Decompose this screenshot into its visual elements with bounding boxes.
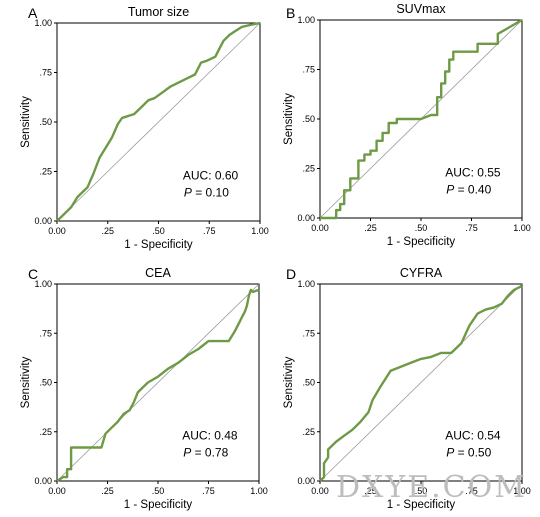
x-axis-label: 1 - Specificity bbox=[387, 499, 456, 511]
x-axis-label: 1 - Specificity bbox=[387, 236, 456, 248]
panel-letter: C bbox=[28, 266, 38, 282]
x-tick-label: .50 bbox=[152, 486, 165, 496]
p-value: = 0.78 bbox=[191, 446, 228, 460]
x-tick-label: .25 bbox=[101, 486, 114, 496]
roc-panel-b: B SUVmax 0.00 .25 .50 .75 1.00 0.00 .25 .50 .75 1.0… bbox=[283, 2, 531, 248]
y-tick-label: .75 bbox=[39, 328, 52, 338]
y-tick-label: .25 bbox=[39, 167, 52, 177]
roc-panel-c: C CEA 0.00 .25 .50 .75 1.00 0.00 .25 .50 .75 1.00 1 … bbox=[20, 266, 268, 511]
y-tick-label: .75 bbox=[39, 68, 52, 78]
x-tick-label: 0.00 bbox=[311, 223, 329, 233]
y-axis-label: Sensitivity bbox=[283, 93, 295, 145]
x-tick-label: .75 bbox=[203, 226, 216, 236]
roc-curve bbox=[320, 18, 523, 220]
x-tick-label: .75 bbox=[465, 486, 478, 496]
x-axis-label: 1 - Specificity bbox=[124, 239, 193, 251]
roc-panel-d: D CYFRA 0.00 .25 .50 .75 1.00 0.00 .25 .50 .75 1.00… bbox=[283, 266, 531, 511]
p-value: = 0.10 bbox=[192, 185, 229, 199]
reference-diagonal bbox=[56, 283, 260, 482]
roc-curve bbox=[319, 284, 523, 482]
x-tick-label: 0.00 bbox=[48, 226, 66, 236]
watermark-text: DXYE.COM bbox=[336, 470, 527, 505]
x-tick-label: 0.00 bbox=[311, 486, 329, 496]
y-tick-label: 1.00 bbox=[34, 279, 52, 289]
x-tick-label: .50 bbox=[152, 226, 165, 236]
y-axis-label: Sensitivity bbox=[20, 356, 32, 408]
p-value: = 0.40 bbox=[454, 182, 491, 196]
panel-letter: A bbox=[28, 5, 38, 21]
y-tick-label: 0.00 bbox=[297, 476, 315, 486]
x-tick-label: .25 bbox=[364, 486, 377, 496]
x-tick-label: 1.00 bbox=[513, 223, 531, 233]
chart-title: Tumor size bbox=[128, 5, 189, 19]
p-symbol: P bbox=[446, 446, 454, 460]
x-tick-label: 0.00 bbox=[48, 486, 66, 496]
p-symbol: P bbox=[446, 182, 454, 196]
y-tick-label: 1.00 bbox=[297, 279, 315, 289]
y-tick-label: .25 bbox=[39, 427, 52, 437]
y-tick-label: 1.00 bbox=[297, 15, 315, 25]
auc-label: AUC: 0.55 bbox=[445, 165, 501, 179]
roc-curve bbox=[56, 21, 261, 222]
y-tick-label: 0.00 bbox=[34, 216, 52, 226]
y-tick-label: .25 bbox=[302, 427, 315, 437]
p-value-label: P = 0.50 bbox=[446, 446, 491, 460]
auc-label: AUC: 0.48 bbox=[182, 429, 238, 443]
p-symbol: P bbox=[183, 446, 191, 460]
roc-panel-a: A Tumor size 0.00 .25 .50 .75 1.00 0.00 .25 .50 .7… bbox=[20, 5, 269, 251]
x-tick-label: 1.00 bbox=[250, 486, 268, 496]
panel-letter: B bbox=[286, 5, 295, 21]
x-tick-label: 1.00 bbox=[251, 226, 269, 236]
y-tick-label: .75 bbox=[302, 65, 315, 75]
x-tick-label: .25 bbox=[101, 226, 114, 236]
chart-title: CYFRA bbox=[400, 266, 443, 280]
y-tick-label: .50 bbox=[302, 378, 315, 388]
y-tick-label: 0.00 bbox=[34, 476, 52, 486]
y-tick-label: .25 bbox=[302, 164, 315, 174]
roc-curve bbox=[56, 288, 260, 483]
p-value: = 0.50 bbox=[454, 446, 491, 460]
p-value-label: P = 0.78 bbox=[183, 446, 228, 460]
y-tick-label: 1.00 bbox=[34, 18, 52, 28]
x-tick-label: .75 bbox=[465, 223, 478, 233]
reference-diagonal bbox=[56, 22, 261, 222]
y-tick-label: .50 bbox=[39, 378, 52, 388]
y-axis-label: Sensitivity bbox=[20, 96, 32, 148]
y-tick-label: .50 bbox=[302, 114, 315, 124]
p-symbol: P bbox=[184, 185, 192, 199]
x-tick-label: 1.00 bbox=[513, 486, 531, 496]
y-tick-label: .50 bbox=[39, 117, 52, 127]
p-value-label: P = 0.40 bbox=[446, 182, 491, 196]
x-tick-label: .50 bbox=[415, 223, 428, 233]
y-tick-label: 0.00 bbox=[297, 213, 315, 223]
chart-title: SUVmax bbox=[396, 2, 446, 16]
x-axis-label: 1 - Specificity bbox=[124, 499, 193, 511]
x-tick-label: .50 bbox=[415, 486, 428, 496]
x-tick-label: .75 bbox=[202, 486, 215, 496]
y-axis-label: Sensitivity bbox=[283, 356, 295, 408]
x-tick-label: .25 bbox=[364, 223, 377, 233]
y-tick-label: .75 bbox=[302, 328, 315, 338]
panel-letter: D bbox=[286, 266, 296, 282]
p-value-label: P = 0.10 bbox=[184, 185, 229, 199]
chart-title: CEA bbox=[145, 266, 171, 280]
reference-diagonal bbox=[319, 283, 523, 482]
auc-label: AUC: 0.60 bbox=[183, 168, 239, 182]
auc-label: AUC: 0.54 bbox=[445, 429, 501, 443]
